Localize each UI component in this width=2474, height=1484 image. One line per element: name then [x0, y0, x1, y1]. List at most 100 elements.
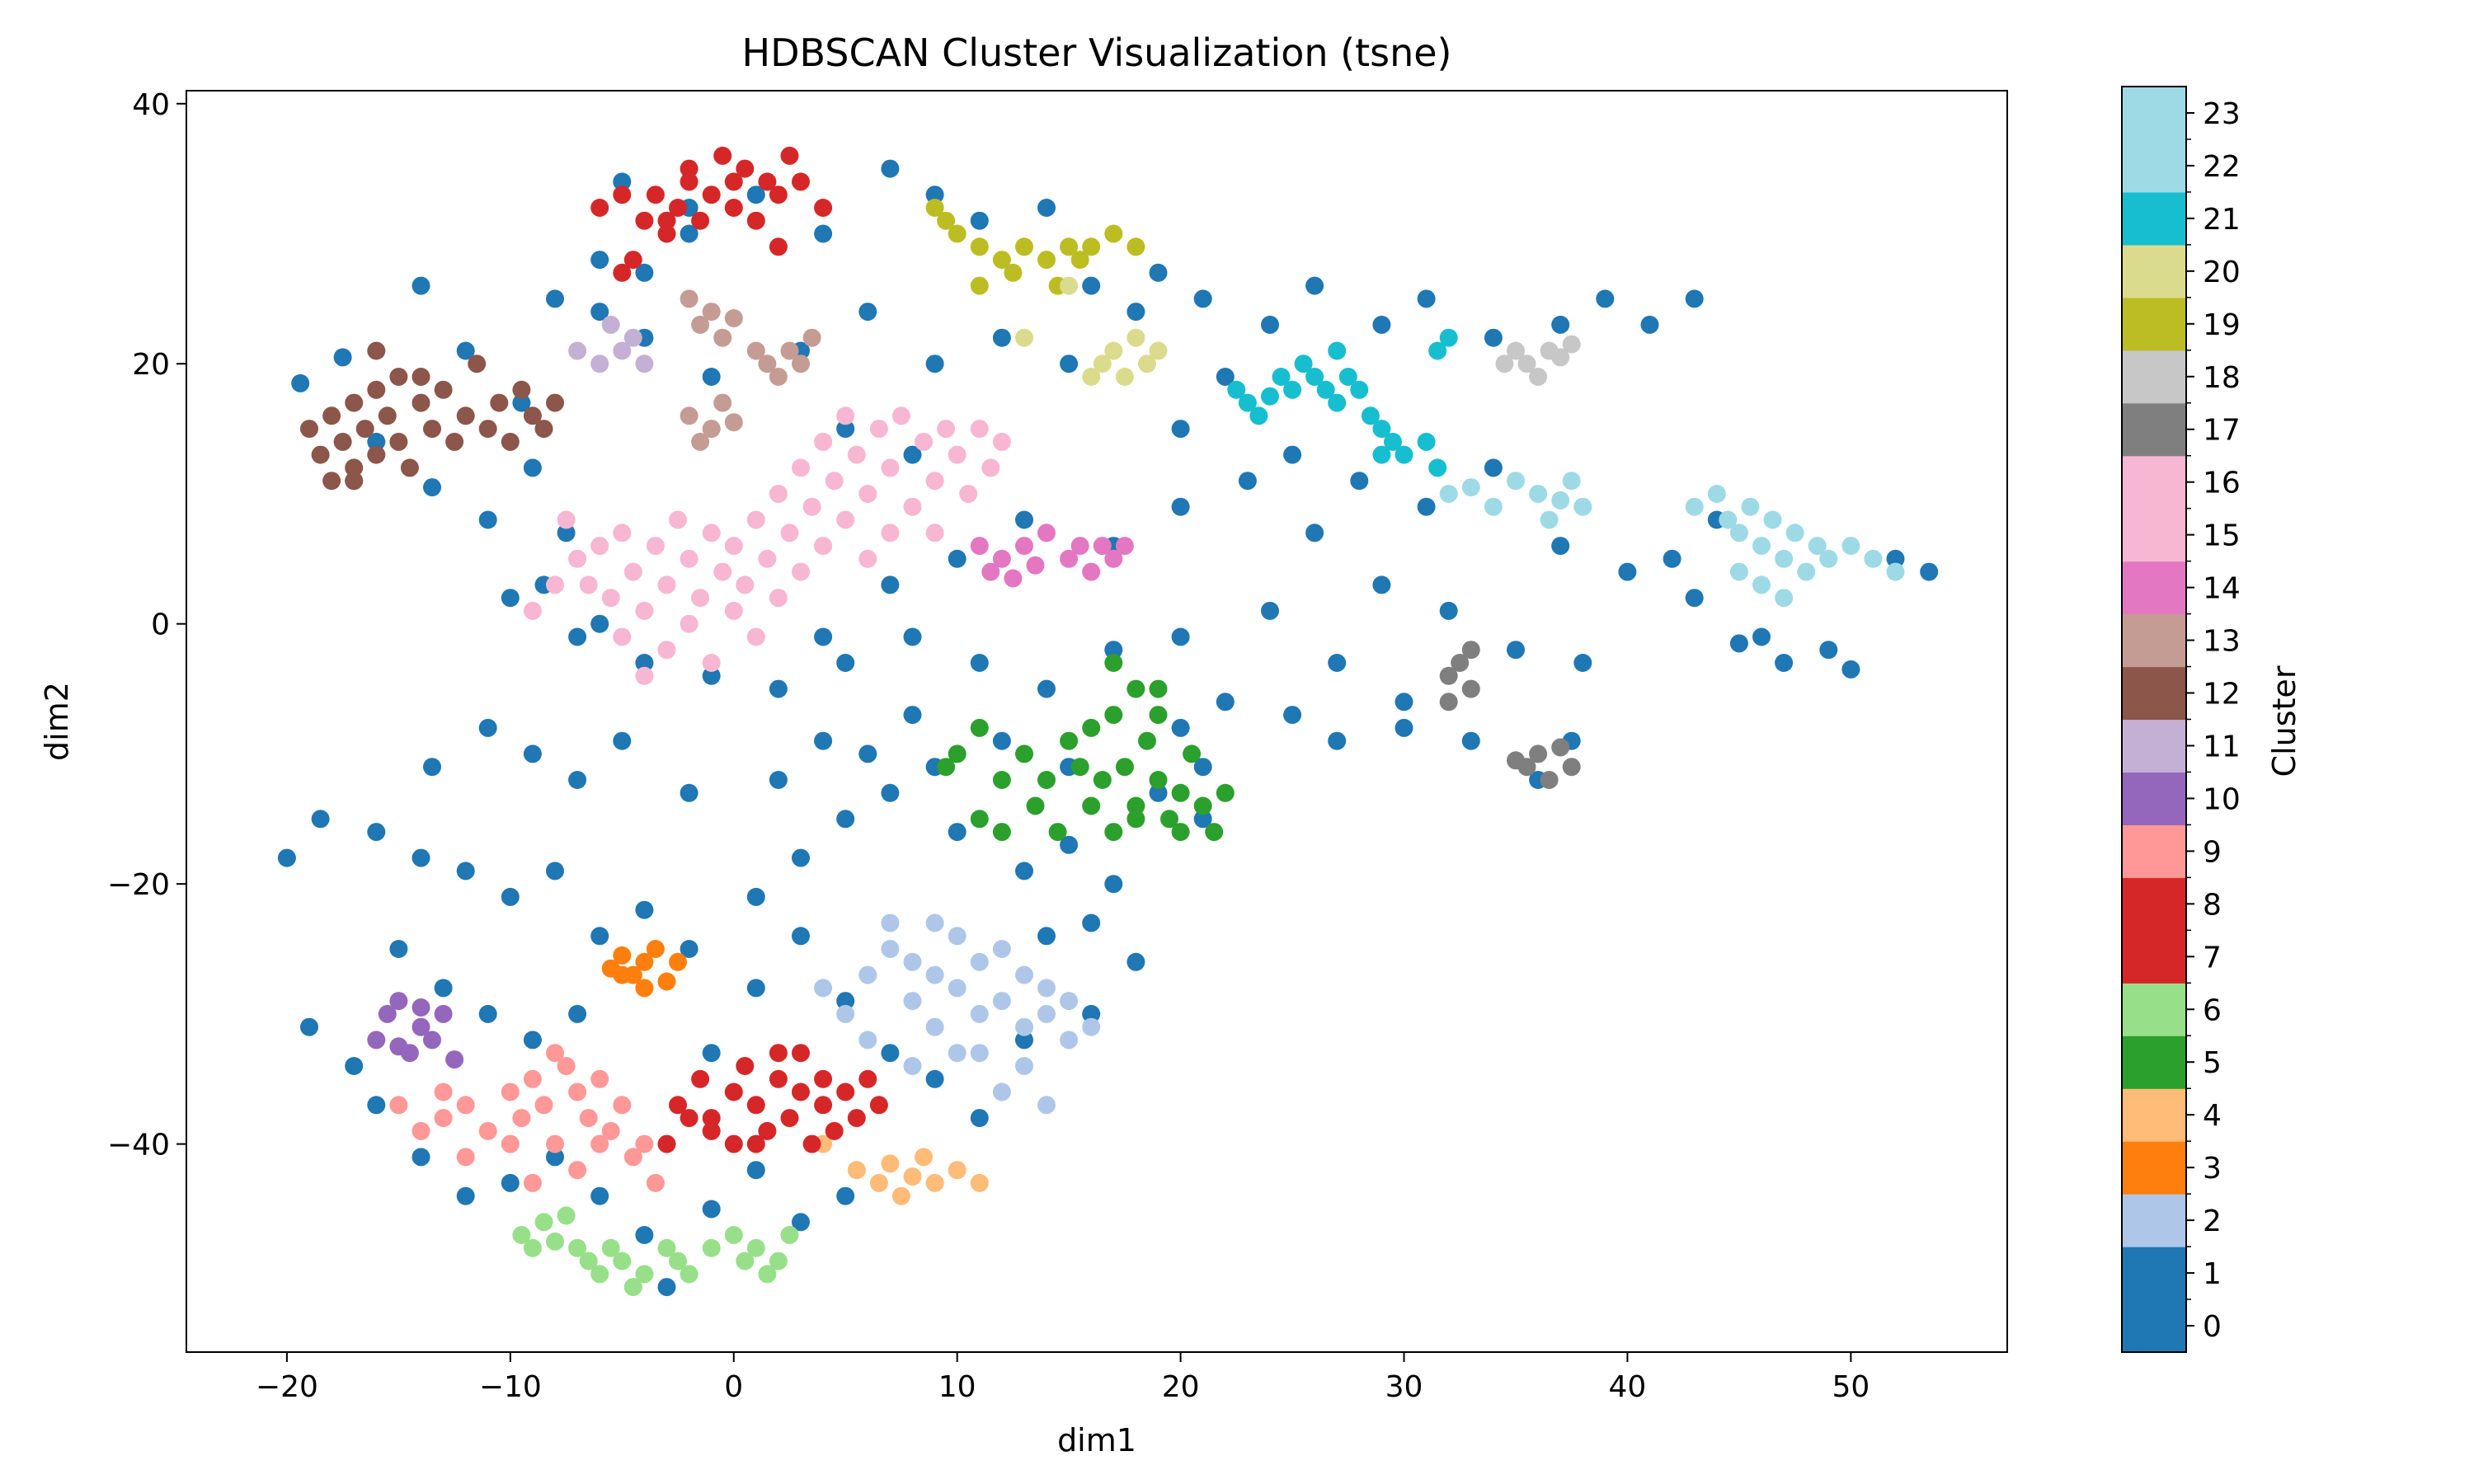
- colorbar-tick-label: 2: [2203, 1205, 2222, 1238]
- data-point-cluster-1: [1395, 718, 1413, 737]
- data-point-cluster-16: [769, 589, 788, 608]
- data-point-cluster-21: [1238, 393, 1257, 412]
- data-point-cluster-1: [925, 355, 944, 373]
- data-point-cluster-13: [746, 341, 765, 360]
- data-point-cluster-6: [680, 1265, 698, 1284]
- data-point-cluster-1: [501, 887, 520, 906]
- data-point-cluster-2: [1037, 1004, 1056, 1023]
- data-point-cluster-2: [881, 913, 900, 932]
- data-point-cluster-16: [657, 575, 676, 594]
- data-point-cluster-5: [1126, 679, 1145, 698]
- data-point-cluster-17: [1507, 751, 1525, 770]
- data-point-cluster-5: [1104, 706, 1123, 725]
- data-point-cluster-16: [981, 458, 1000, 477]
- data-point-cluster-16: [623, 562, 642, 581]
- data-point-cluster-12: [423, 420, 441, 439]
- data-point-cluster-7: [736, 1057, 755, 1075]
- data-point-cluster-1: [635, 1226, 654, 1244]
- data-point-cluster-1: [1037, 927, 1056, 946]
- data-point-cluster-16: [736, 575, 755, 594]
- data-point-cluster-19: [948, 224, 967, 243]
- data-point-cluster-1: [1149, 783, 1168, 802]
- data-point-cluster-9: [478, 1121, 497, 1140]
- data-point-cluster-16: [746, 510, 765, 529]
- colorbar-segment: [2122, 1299, 2186, 1353]
- data-point-cluster-8: [724, 199, 743, 217]
- data-point-cluster-6: [769, 1252, 788, 1270]
- data-point-cluster-21: [1283, 380, 1302, 399]
- colorbar-segment: [2122, 508, 2186, 562]
- data-point-cluster-17: [1461, 641, 1480, 660]
- data-point-cluster-9: [534, 1096, 553, 1115]
- y-tick-label: 40: [132, 88, 170, 122]
- data-point-cluster-10: [434, 1004, 453, 1023]
- data-point-cluster-21: [1272, 368, 1291, 386]
- data-point-cluster-11: [613, 341, 632, 360]
- colorbar-tick-label: 15: [2203, 519, 2241, 553]
- data-point-cluster-1: [277, 848, 296, 867]
- data-point-cluster-16: [669, 510, 687, 529]
- data-point-cluster-19: [1015, 237, 1033, 256]
- data-point-cluster-1: [367, 1096, 386, 1115]
- data-point-cluster-1: [1439, 601, 1458, 620]
- data-point-cluster-12: [546, 393, 564, 412]
- data-point-cluster-13: [702, 303, 721, 322]
- data-point-cluster-20: [1149, 341, 1168, 360]
- data-point-cluster-16: [758, 549, 777, 568]
- data-point-cluster-13: [691, 432, 710, 451]
- data-point-cluster-1: [1193, 758, 1212, 777]
- data-point-cluster-1: [1775, 654, 1794, 672]
- data-point-cluster-5: [1104, 654, 1123, 672]
- data-point-cluster-9: [412, 1121, 430, 1140]
- data-point-cluster-23: [1562, 472, 1581, 491]
- data-point-cluster-13: [758, 355, 777, 373]
- colorbar-tick-label: 13: [2203, 625, 2241, 659]
- data-point-cluster-2: [925, 913, 944, 932]
- data-point-cluster-1: [792, 927, 810, 946]
- colorbar-tick-label: 14: [2203, 572, 2241, 606]
- data-point-cluster-1: [702, 1044, 721, 1063]
- data-point-cluster-12: [333, 432, 352, 451]
- data-point-cluster-23: [1573, 497, 1592, 516]
- data-point-cluster-8: [724, 172, 743, 191]
- data-point-cluster-8: [635, 211, 654, 230]
- data-point-cluster-9: [613, 1096, 632, 1115]
- data-point-cluster-8: [669, 199, 687, 217]
- data-point-cluster-1: [948, 823, 967, 842]
- data-point-cluster-1: [1305, 276, 1324, 295]
- data-point-cluster-9: [434, 1082, 453, 1101]
- data-point-cluster-17: [1562, 758, 1581, 777]
- colorbar-segment: [2122, 1247, 2186, 1300]
- data-point-cluster-16: [657, 641, 676, 660]
- data-point-cluster-5: [1171, 823, 1190, 842]
- data-point-cluster-11: [590, 355, 609, 373]
- data-point-cluster-5: [992, 771, 1011, 789]
- data-point-cluster-21: [1417, 432, 1436, 451]
- data-point-cluster-12: [367, 341, 386, 360]
- data-point-cluster-1: [814, 731, 833, 750]
- data-point-cluster-16: [903, 497, 922, 516]
- data-point-cluster-1: [858, 303, 877, 322]
- data-point-cluster-7: [802, 1134, 821, 1153]
- data-point-cluster-18: [1517, 355, 1536, 373]
- data-point-cluster-5: [1149, 771, 1168, 789]
- data-point-cluster-16: [769, 485, 788, 503]
- data-point-cluster-1: [858, 744, 877, 763]
- data-point-cluster-19: [1004, 263, 1023, 282]
- data-point-cluster-23: [1507, 472, 1525, 491]
- data-point-cluster-14: [1115, 537, 1134, 556]
- colorbar-tick-label: 8: [2203, 888, 2222, 922]
- data-point-cluster-23: [1707, 485, 1726, 503]
- data-point-cluster-23: [1886, 562, 1905, 581]
- data-point-cluster-12: [434, 380, 453, 399]
- data-point-cluster-8: [769, 186, 788, 204]
- data-point-cluster-12: [355, 420, 374, 439]
- data-point-cluster-1: [478, 718, 497, 737]
- data-point-cluster-6: [736, 1252, 755, 1270]
- data-point-cluster-9: [557, 1057, 576, 1075]
- data-point-cluster-1: [1484, 458, 1503, 477]
- data-point-cluster-6: [758, 1265, 777, 1284]
- data-point-cluster-1: [1193, 289, 1212, 308]
- data-point-cluster-1: [746, 887, 765, 906]
- data-point-cluster-12: [345, 458, 364, 477]
